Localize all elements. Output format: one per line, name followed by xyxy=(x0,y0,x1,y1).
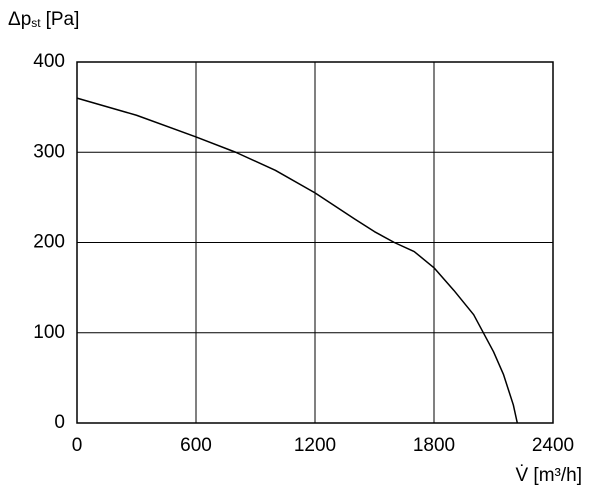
y-axis-subscript: st xyxy=(31,16,41,30)
x-tick-label: 1200 xyxy=(294,435,336,456)
plot-frame xyxy=(76,61,554,424)
x-tick-label: 1800 xyxy=(413,435,455,456)
y-axis-unit: [Pa] xyxy=(46,9,80,30)
curve xyxy=(76,97,519,424)
y-tick-label: 200 xyxy=(33,232,65,253)
y-axis-title: Δpst [Pa] xyxy=(8,9,79,30)
x-tick-label: 2400 xyxy=(532,435,574,456)
y-tick-label: 0 xyxy=(54,412,65,433)
y-axis-symbol: Δp xyxy=(8,9,31,30)
x-axis-title: V̇ [m³/h] xyxy=(515,465,582,486)
y-tick-label: 100 xyxy=(33,322,65,343)
y-tick-label: 400 xyxy=(33,51,65,72)
x-tick-label: 0 xyxy=(72,435,83,456)
x-tick-label: 600 xyxy=(180,435,212,456)
y-tick-label: 300 xyxy=(33,141,65,162)
